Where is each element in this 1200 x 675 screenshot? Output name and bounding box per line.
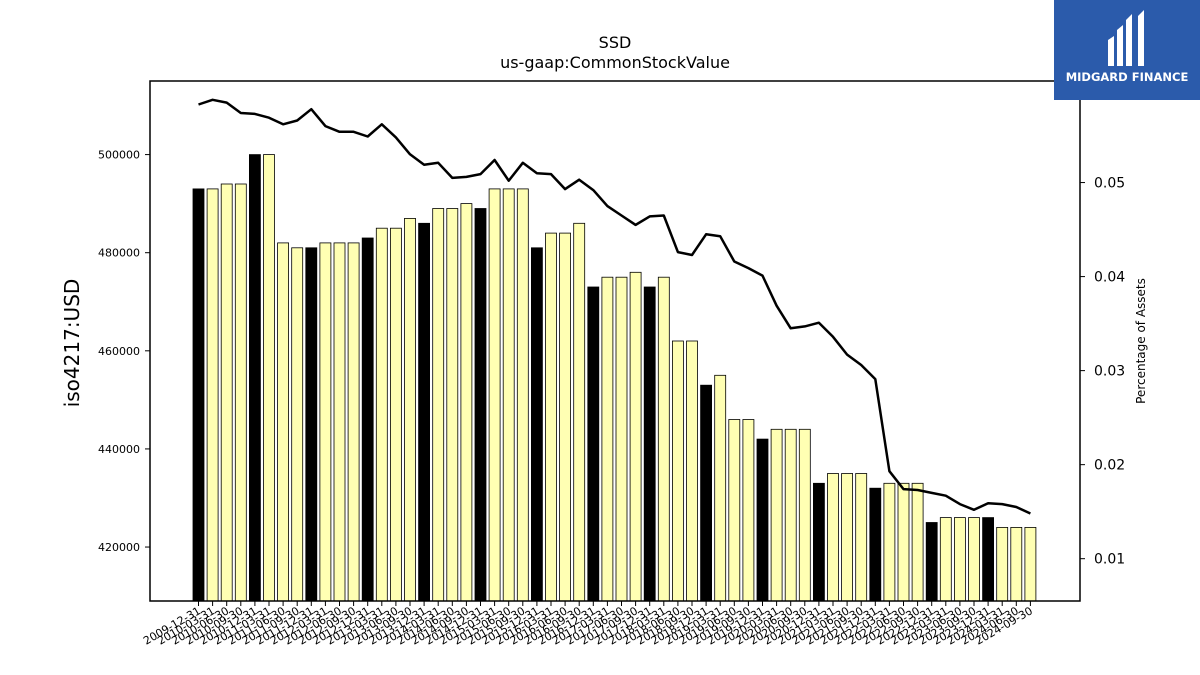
bar-2020-03-31 [770,428,783,602]
bar-2023-09-30 [968,517,980,602]
bar-2013-09-30 [404,217,416,602]
bar-2015-06-30 [502,188,515,602]
bar-2019-09-30 [742,419,755,602]
chart-title: SSD [598,33,632,52]
y-tick-label: 460000 [98,345,140,358]
bar-2012-06-30 [333,242,346,602]
bar-2021-06-30 [841,473,853,602]
bar-2013-06-30 [389,227,402,602]
bar-2023-12-31 [982,517,994,602]
bar-2022-06-30 [897,482,910,602]
bar-2011-06-30 [277,242,290,602]
bar-2019-12-31 [756,438,769,602]
line-group [198,98,1031,515]
bar-2022-09-30 [911,482,924,602]
y2-tick-label: 0.02 [1094,458,1125,474]
bar-2020-09-30 [798,428,811,602]
bar-2012-03-31 [319,242,332,602]
bar-2011-12-31 [305,247,318,602]
bar-2015-09-30 [516,188,529,602]
bar-2024-06-30 [1010,527,1023,602]
axes-group: 420000 440000 460000 480000 500000 0.01 0.02 0.… [98,80,1125,648]
bar-2010-09-30 [234,183,247,602]
bar-2020-06-30 [784,428,797,602]
bar-2021-03-31 [827,473,839,602]
bar-2016-03-31 [545,232,557,602]
bar-2023-06-30 [954,517,966,602]
bar-2011-03-31 [263,154,275,602]
bar-2010-03-31 [206,188,219,602]
bar-2017-03-31 [601,276,614,602]
bar-2012-12-31 [361,237,374,602]
bar-2021-09-30 [855,473,868,602]
bar-2012-09-30 [347,242,360,602]
y2-tick-label: 0.01 [1094,552,1125,568]
bar-2014-12-31 [474,208,487,602]
bar-2015-12-31 [531,247,543,602]
bar-2009-12-31 [192,188,205,602]
chart-subtitle: us-gaap:CommonStockValue [500,53,730,72]
brand-logo: MIDGARD FINANCE [1054,0,1200,100]
bar-2014-06-30 [446,208,459,602]
bars-group [192,154,1037,602]
logo-text: MIDGARD FINANCE [1065,70,1189,84]
bar-2013-03-31 [375,227,388,602]
plot-frame [149,80,1081,602]
bar-2018-09-30 [686,340,698,602]
bar-2016-06-30 [559,232,571,602]
bar-2016-12-31 [587,286,600,602]
bar-2016-09-30 [573,222,586,602]
bar-2018-03-31 [657,276,670,602]
bar-2024-09-30 [1024,527,1037,602]
bar-2010-06-30 [220,183,233,602]
y2-tick-label: 0.04 [1094,270,1125,286]
logo-mark-icon [1108,10,1144,66]
y-axis-label: iso4217:USD [60,279,84,408]
bar-2018-12-31 [700,384,712,602]
bar-2022-03-31 [883,482,896,602]
y-tick-label: 500000 [98,149,140,162]
bar-2021-12-31 [869,487,882,602]
bar-2020-12-31 [813,482,825,602]
y-tick-label: 420000 [98,541,140,554]
bar-2013-12-31 [418,222,431,602]
bar-2019-06-30 [728,419,741,602]
bar-2022-12-31 [925,522,938,602]
bar-2018-06-30 [672,340,684,602]
bar-2017-06-30 [615,276,628,602]
bar-2014-09-30 [460,203,473,602]
bar-2015-03-31 [488,188,501,602]
bar-2011-09-30 [291,247,304,602]
bar-2017-12-31 [643,286,656,602]
bar-2023-03-31 [939,517,952,602]
percentage-line [198,98,1031,515]
bar-2024-03-31 [996,527,1009,602]
bar-2017-09-30 [629,271,642,602]
bar-2019-03-31 [714,374,727,602]
bar-2010-12-31 [248,154,261,602]
y-tick-label: 480000 [98,247,140,260]
y2-axis-label: Percentage of Assets [1134,278,1148,404]
y2-tick-label: 0.05 [1094,176,1125,192]
bar-2014-03-31 [432,208,445,602]
y-tick-label: 440000 [98,443,140,456]
y2-tick-label: 0.03 [1094,364,1125,380]
